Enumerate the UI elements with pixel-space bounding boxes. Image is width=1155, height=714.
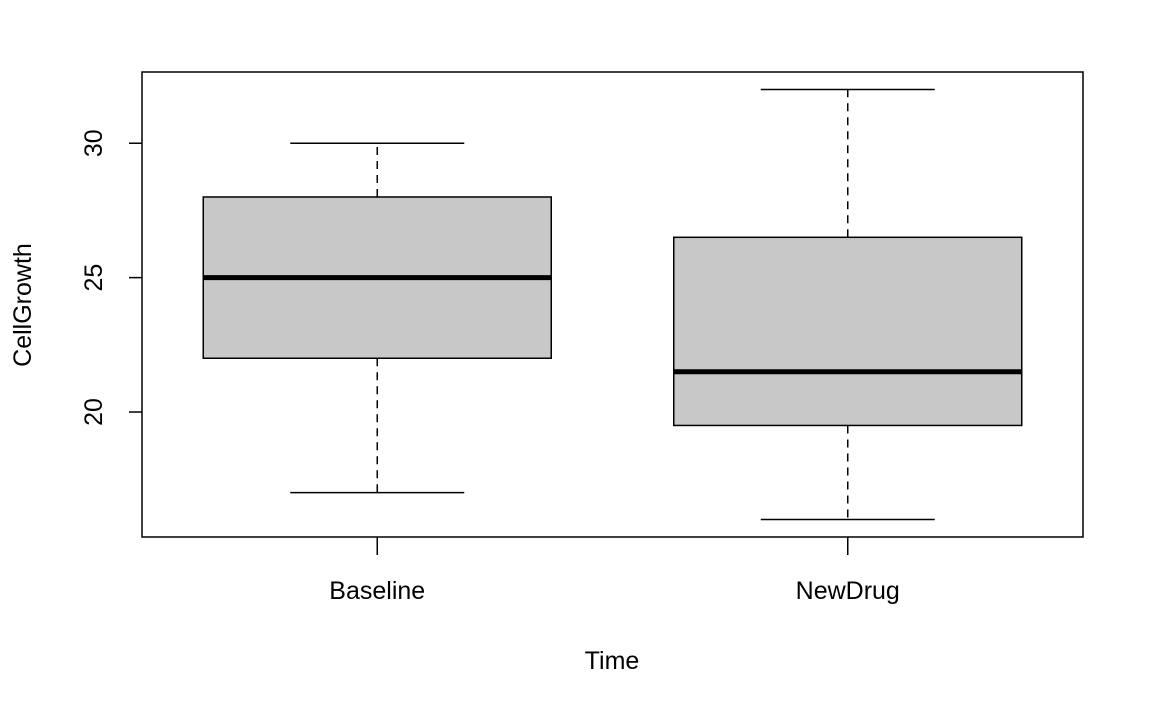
plot-frame <box>141 71 1084 538</box>
x-axis: Baseline NewDrug <box>329 537 900 605</box>
x-tick-label-newdrug: NewDrug <box>796 577 900 605</box>
x-axis-title: Time <box>585 647 640 675</box>
y-tick-label-30: 30 <box>80 129 108 157</box>
boxes-layer <box>202 88 1023 521</box>
x-tick-label-baseline: Baseline <box>329 577 425 605</box>
y-tick-label-20: 20 <box>80 398 108 426</box>
y-tick-label-25: 25 <box>80 264 108 292</box>
box-group-baseline <box>202 142 552 494</box>
y-axis: 20 25 30 <box>80 129 142 426</box>
y-axis-title: CellGrowth <box>9 243 37 367</box>
iqr-box <box>673 236 1023 427</box>
box-group-newdrug <box>673 88 1023 521</box>
